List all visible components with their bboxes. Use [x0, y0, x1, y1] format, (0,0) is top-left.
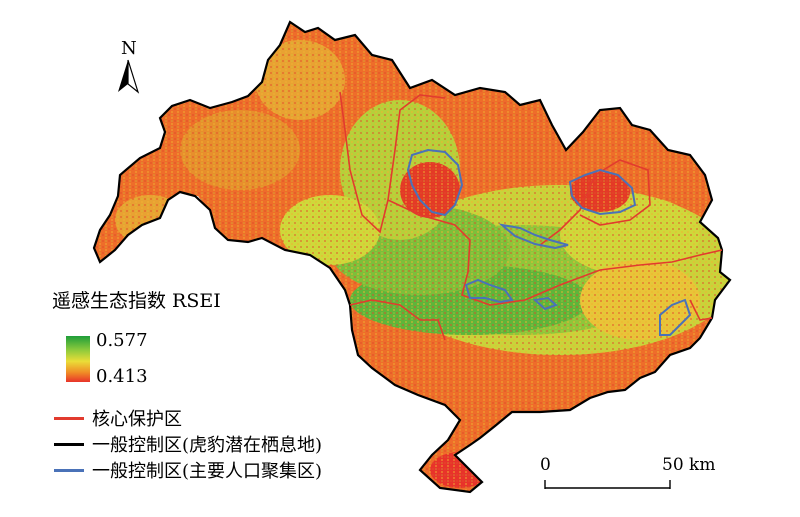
ramp-max-label: 0.577 [96, 330, 148, 351]
scale-start-label: 0 [540, 455, 551, 475]
legend-item-label: 一般控制区(主要人口聚集区) [92, 461, 323, 482]
habitat-zone-swatch [54, 442, 84, 446]
north-label: N [121, 38, 137, 59]
legend-item-label: 核心保护区 [92, 409, 182, 430]
scale-bar [544, 480, 671, 489]
core-zone-swatch [54, 416, 84, 420]
bay-cutout [165, 196, 215, 240]
population-zone-swatch [54, 468, 84, 472]
legend-item-core-zone: 核心保护区 [54, 408, 182, 430]
scale-end-label: 50 km [662, 455, 716, 475]
ramp-min-label: 0.413 [96, 366, 148, 387]
population-zone-2 [568, 168, 637, 216]
rsei-color-ramp [66, 336, 90, 382]
population-zone-3 [498, 223, 569, 250]
population-zone-1 [406, 148, 464, 217]
legend-item-population-zone: 一般控制区(主要人口聚集区) [54, 460, 323, 482]
core-zone-boundary [339, 91, 723, 341]
population-zone-4 [464, 278, 514, 304]
population-zone-5 [532, 296, 558, 311]
legend-item-label: 一般控制区(虎豹潜在栖息地) [92, 435, 323, 456]
north-arrow-icon [118, 59, 140, 94]
population-zone-6 [659, 298, 692, 336]
legend-item-habitat-zone: 一般控制区(虎豹潜在栖息地) [54, 434, 323, 456]
legend-title: 遥感生态指数 RSEI [52, 290, 221, 312]
